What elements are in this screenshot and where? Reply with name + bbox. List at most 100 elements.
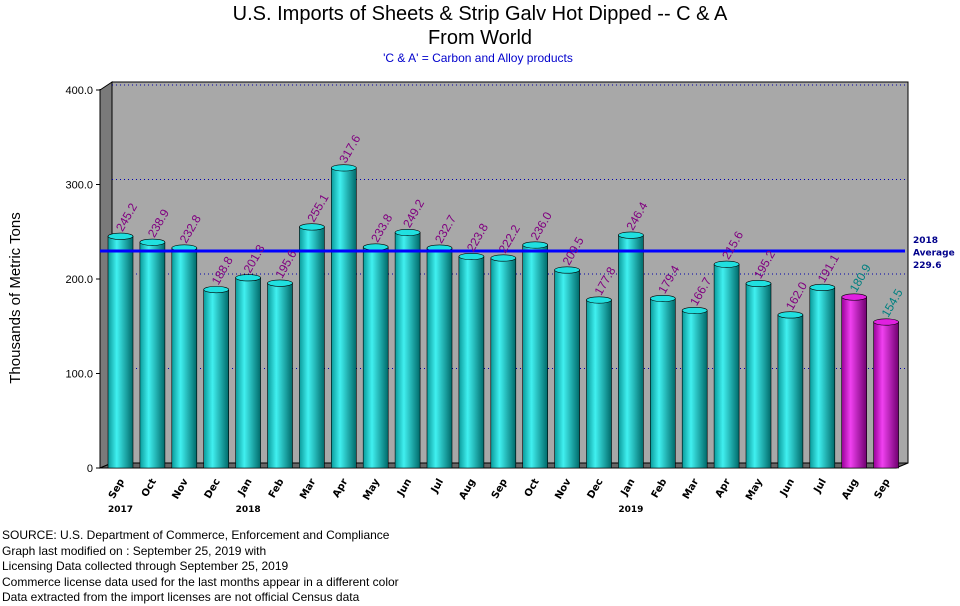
bar	[362, 243, 389, 469]
bar-top	[267, 279, 293, 287]
footer-modified: Graph last modified on : September 25, 2…	[2, 543, 267, 558]
bar-top	[649, 294, 676, 302]
bar	[299, 223, 325, 469]
bar	[649, 294, 676, 469]
y-tick-label: 100.0	[65, 369, 93, 381]
bar	[330, 164, 357, 469]
x-tick-label: Apr	[331, 477, 350, 500]
bar	[107, 232, 134, 469]
chart-title: U.S. Imports of Sheets & Strip Galv Hot …	[233, 3, 728, 25]
x-tick-label: Jan	[236, 477, 255, 499]
x-tick-label: Oct	[523, 477, 542, 499]
x-tick-label: Jun	[778, 477, 797, 499]
bar-body	[841, 296, 868, 469]
x-tick-label: May	[361, 477, 382, 503]
x-tick-label: Feb	[267, 477, 287, 500]
x-tick-label: Jan	[619, 477, 638, 499]
x-tick-label: Oct	[140, 477, 159, 499]
bar	[681, 306, 708, 469]
bar	[522, 241, 549, 469]
x-year-label: 2019	[618, 505, 643, 515]
bar	[777, 311, 804, 469]
bar	[267, 279, 293, 469]
bar-top	[713, 260, 740, 268]
bar	[586, 296, 612, 469]
y-axis: 0 100.0 200.0 300.0 400.0	[65, 85, 101, 475]
average-label: 2018	[913, 236, 938, 246]
bar-body	[649, 298, 676, 469]
bar	[490, 254, 517, 469]
bar	[809, 283, 836, 469]
bar-body	[171, 247, 198, 469]
bar-top	[841, 293, 868, 301]
bar-body	[107, 235, 134, 469]
bar-top	[809, 283, 836, 291]
x-tick-label: May	[744, 477, 765, 503]
y-tick-label: 300.0	[65, 180, 93, 192]
bar-body	[139, 241, 166, 469]
bar-top	[681, 306, 708, 314]
y-tick-label: 400.0	[65, 85, 93, 97]
bar-top	[745, 280, 772, 288]
bar	[745, 280, 772, 469]
bar-body	[330, 167, 357, 469]
bar-body	[203, 289, 229, 469]
bar-top	[394, 229, 421, 237]
x-tick-label: Feb	[650, 477, 670, 500]
bar-top	[490, 254, 517, 262]
bar	[873, 318, 899, 469]
bar	[171, 244, 198, 469]
bar-body	[235, 277, 261, 469]
bar-top	[554, 266, 580, 274]
bar-top	[203, 286, 229, 294]
bar	[458, 253, 485, 469]
bar-top	[299, 223, 325, 231]
bar-body	[713, 263, 740, 469]
y-axis-label: Thousands of Metric Tons	[7, 212, 24, 383]
chart-title-line2: From World	[428, 27, 532, 49]
bar	[713, 260, 740, 469]
bar-top	[458, 253, 485, 261]
bar-top	[777, 311, 804, 319]
average-line-group: 2018 Average 229.6	[100, 236, 955, 271]
footer-disclaimer: Data extracted from the import licenses …	[2, 590, 360, 604]
bar	[841, 293, 868, 469]
x-tick-label: Aug	[840, 477, 861, 502]
bar-body	[586, 299, 612, 469]
bar	[426, 244, 453, 469]
bar-body	[362, 246, 389, 469]
bar-body	[809, 287, 836, 469]
x-tick-label: Sep	[490, 477, 510, 501]
bar-body	[426, 247, 453, 469]
bar-body	[873, 321, 899, 469]
x-tick-label: Jul	[429, 477, 446, 496]
y-tick-label: 0	[87, 463, 93, 475]
x-tick-label: Aug	[457, 477, 478, 502]
bar-top	[522, 241, 549, 249]
bar-body	[458, 256, 485, 469]
bar	[618, 231, 644, 469]
bar-body	[618, 234, 644, 469]
bar-top	[235, 274, 261, 282]
bar-top	[586, 296, 612, 304]
x-tick-label: Sep	[873, 477, 893, 501]
x-tick-label: Jul	[812, 477, 829, 496]
bar-body	[490, 257, 517, 469]
x-tick-label: Dec	[586, 477, 606, 501]
bar-top	[139, 238, 166, 246]
x-tick-label: Nov	[170, 477, 191, 502]
bar-body	[267, 282, 293, 469]
x-tick-label: Sep	[107, 477, 127, 501]
x-year-label: 2017	[108, 505, 133, 515]
x-tick-label: Dec	[203, 477, 223, 501]
x-year-label: 2018	[236, 505, 261, 515]
x-tick-label: Apr	[714, 477, 733, 500]
y-tick-label: 200.0	[65, 274, 93, 286]
bar-body	[522, 244, 549, 469]
bar-body	[777, 314, 804, 469]
bar-body	[554, 269, 580, 469]
bar	[394, 229, 421, 469]
bar-top	[618, 231, 644, 239]
average-label: 229.6	[913, 261, 941, 271]
